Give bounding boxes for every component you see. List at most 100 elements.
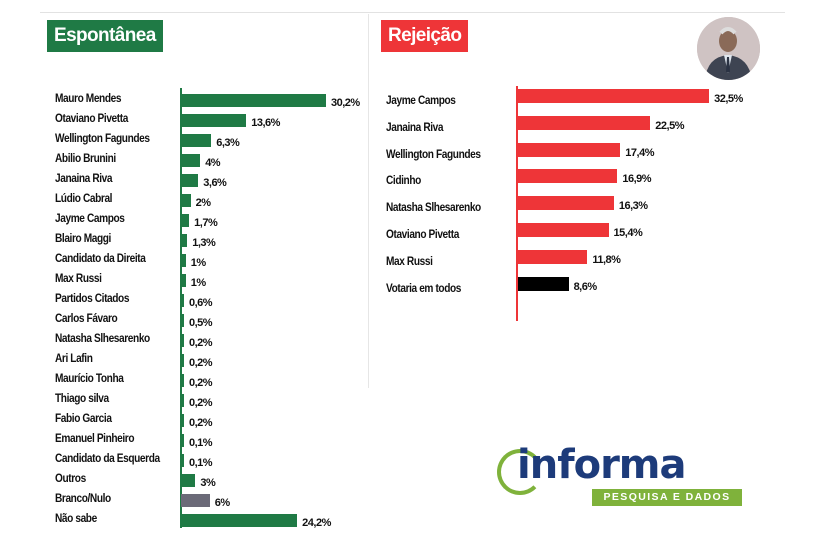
value-label: 30,2% bbox=[330, 97, 360, 109]
candidate-photo bbox=[697, 17, 760, 80]
value-label: 3% bbox=[200, 477, 216, 489]
bar bbox=[181, 213, 190, 227]
category-label: Mauro Mendes bbox=[55, 93, 122, 105]
bar bbox=[518, 196, 614, 211]
value-label: 4% bbox=[205, 157, 221, 169]
value-label: 24,2% bbox=[302, 517, 331, 529]
value-label: 0,2% bbox=[189, 377, 213, 389]
bar bbox=[518, 89, 710, 103]
bar bbox=[181, 93, 326, 107]
bar bbox=[181, 293, 184, 307]
value-label: 0,5% bbox=[189, 317, 213, 329]
category-label: Otaviano Pivetta bbox=[386, 229, 459, 241]
category-label: Janaina Riva bbox=[386, 121, 444, 134]
bar bbox=[518, 249, 588, 264]
category-label: Janaina Riva bbox=[55, 173, 113, 185]
category-label: Carlos Fávaro bbox=[55, 313, 118, 325]
bar bbox=[181, 193, 191, 207]
value-label: 1,7% bbox=[194, 217, 218, 229]
value-label: 11,8% bbox=[592, 253, 621, 266]
chart-title-rejeicao: Rejeição bbox=[381, 20, 469, 52]
logo-wordmark: informa bbox=[517, 442, 686, 488]
logo-subtitle: PESQUISA E DADOS bbox=[592, 489, 742, 506]
category-label: Ari Lafin bbox=[55, 353, 93, 365]
axis-espontanea bbox=[180, 88, 182, 528]
category-label: Emanuel Pinheiro bbox=[55, 433, 135, 445]
category-label: Wellington Fagundes bbox=[55, 133, 150, 145]
bar bbox=[181, 173, 199, 187]
value-label: 2% bbox=[195, 197, 211, 209]
value-label: 0,6% bbox=[189, 297, 213, 309]
bar bbox=[181, 273, 186, 287]
value-label: 0,2% bbox=[189, 417, 213, 429]
bar bbox=[518, 276, 569, 291]
value-label: 15,4% bbox=[613, 227, 643, 239]
category-label: Otaviano Pivetta bbox=[55, 113, 128, 125]
value-label: 0,2% bbox=[189, 337, 213, 349]
bar bbox=[181, 373, 184, 387]
category-label: Natasha Slhesarenko bbox=[386, 202, 481, 215]
category-label: Natasha Slhesarenko bbox=[55, 333, 150, 345]
value-label: 16,3% bbox=[618, 200, 648, 213]
category-label: Jayme Campos bbox=[55, 213, 125, 225]
category-label: Max Russi bbox=[386, 255, 433, 268]
panel-divider bbox=[368, 14, 369, 388]
value-label: 3,6% bbox=[203, 177, 227, 189]
bar bbox=[181, 353, 184, 367]
category-label: Thiago silva bbox=[55, 393, 109, 405]
category-label: Cidinho bbox=[386, 175, 421, 188]
bar bbox=[181, 513, 298, 527]
value-label: 1% bbox=[190, 257, 206, 269]
category-label: Jayme Campos bbox=[386, 95, 456, 107]
bar bbox=[181, 433, 184, 447]
logo-ring-icon bbox=[497, 449, 543, 495]
value-label: 8,6% bbox=[573, 280, 598, 293]
category-label: Branco/Nulo bbox=[55, 493, 111, 505]
bar bbox=[181, 313, 184, 327]
category-label: Wellington Fagundes bbox=[386, 148, 481, 161]
bar bbox=[181, 253, 186, 267]
value-label: 0,2% bbox=[189, 357, 213, 369]
bar bbox=[181, 493, 210, 507]
category-label: Max Russi bbox=[55, 273, 102, 285]
informa-logo: informa PESQUISA E DADOS bbox=[497, 445, 747, 509]
category-label: Outros bbox=[55, 473, 86, 485]
value-label: 13,6% bbox=[251, 117, 280, 129]
bar bbox=[181, 133, 212, 147]
category-label: Blairo Maggi bbox=[55, 233, 111, 245]
bar bbox=[181, 393, 184, 407]
bar bbox=[181, 413, 184, 427]
top-divider bbox=[40, 12, 785, 13]
value-label: 16,9% bbox=[622, 173, 652, 186]
category-label: Votaria em todos bbox=[386, 282, 462, 295]
chart-title-espontanea: Espontânea bbox=[47, 20, 163, 52]
value-label: 1,3% bbox=[192, 237, 216, 249]
axis-rejeicao bbox=[516, 86, 518, 321]
bar bbox=[518, 142, 621, 157]
bar bbox=[181, 113, 247, 127]
category-label: Partidos Citados bbox=[55, 293, 130, 305]
value-label: 0,1% bbox=[189, 457, 213, 469]
bar bbox=[181, 153, 201, 167]
category-label: Candidato da Esquerda bbox=[55, 453, 160, 465]
value-label: 0,2% bbox=[189, 397, 213, 409]
value-label: 17,4% bbox=[625, 146, 654, 159]
bar bbox=[181, 453, 184, 467]
value-label: 0,1% bbox=[189, 437, 213, 449]
value-label: 1% bbox=[190, 277, 206, 289]
bar bbox=[518, 169, 618, 184]
value-label: 22,5% bbox=[655, 119, 684, 132]
category-label: Não sabe bbox=[55, 513, 97, 525]
category-label: Abilio Brunini bbox=[55, 153, 116, 165]
value-label: 32,5% bbox=[714, 93, 743, 105]
category-label: Lúdio Cabral bbox=[55, 193, 113, 205]
bar bbox=[518, 223, 609, 237]
category-label: Maurício Tonha bbox=[55, 373, 124, 385]
bar bbox=[181, 233, 188, 247]
category-label: Candidato da Direita bbox=[55, 253, 146, 265]
bar bbox=[181, 333, 184, 347]
bar bbox=[518, 115, 651, 130]
value-label: 6% bbox=[214, 497, 230, 509]
category-label: Fabio Garcia bbox=[55, 413, 112, 425]
value-label: 6,3% bbox=[216, 137, 240, 149]
